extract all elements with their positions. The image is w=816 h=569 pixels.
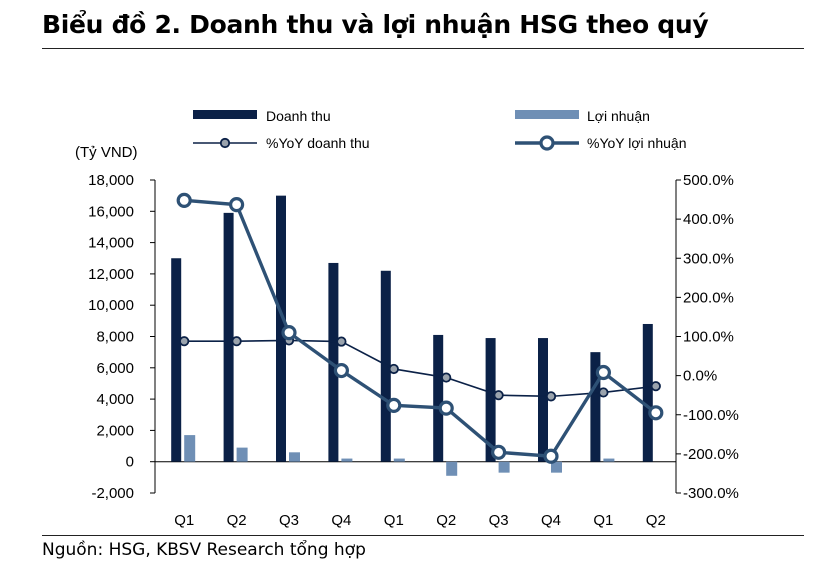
x-tick-label: Q2 <box>436 512 456 529</box>
yoy-revenue-line <box>184 339 656 398</box>
yoy-profit-point <box>176 192 192 208</box>
yoy-revenue-point <box>598 387 609 398</box>
revenue-bar <box>171 258 182 462</box>
legend-swatch-profit <box>515 110 579 119</box>
y2-tick-label: -300.0% <box>683 485 739 502</box>
x-tick-label: Q4 <box>541 512 561 529</box>
profit-bar <box>446 461 458 476</box>
yoy-revenue-point <box>493 390 504 401</box>
yoy-revenue-point <box>545 391 557 402</box>
revenue-bar <box>433 334 444 462</box>
y-tick-label: 2,000 <box>96 422 134 439</box>
legend-marker-yoy-revenue <box>219 137 231 149</box>
x-tick-label: Q4 <box>331 512 351 529</box>
yoy-revenue-point <box>179 336 190 347</box>
y-tick-label: 16,000 <box>88 203 134 220</box>
revenue-bar <box>590 352 601 462</box>
yoy-revenue-point <box>231 336 242 347</box>
profit-bar <box>603 458 615 462</box>
profit-bar <box>498 461 510 473</box>
chart-title: Biểu đồ 2. Doanh thu và lợi nhuận HSG th… <box>42 10 709 39</box>
x-tick-label: Q3 <box>489 512 509 529</box>
revenue-bar <box>380 270 391 462</box>
legend-swatch-revenue <box>193 110 257 119</box>
yoy-profit-point <box>491 444 507 460</box>
x-tick-label: Q1 <box>174 512 194 529</box>
y-tick-label: 14,000 <box>88 235 134 252</box>
title-divider <box>42 48 804 49</box>
x-tick-label: Q2 <box>227 512 247 529</box>
yoy-profit-point <box>229 197 245 213</box>
y2-tick-label: 400.0% <box>683 211 734 228</box>
y-tick-label: 10,000 <box>88 297 134 314</box>
y2-tick-label: 0.0% <box>683 368 717 385</box>
profit-bar <box>393 458 405 462</box>
y-tick-label: 8,000 <box>96 329 134 346</box>
x-tick-label: Q1 <box>593 512 613 529</box>
legend-label-profit: Lợi nhuận <box>587 108 650 124</box>
y-tick-label: 4,000 <box>96 391 134 408</box>
profit-bar <box>341 458 353 462</box>
profit-bar <box>184 435 196 462</box>
y2-tick-label: -200.0% <box>683 446 739 463</box>
revenue-bar <box>276 195 286 462</box>
legend-marker-yoy-profit <box>539 135 555 151</box>
y-tick-label: -2,000 <box>91 485 134 502</box>
revenue-bar <box>223 212 234 462</box>
yoy-profit-point <box>648 405 664 421</box>
profit-bar <box>236 447 248 462</box>
y-tick-label: 18,000 <box>88 172 134 189</box>
combo-chart: -2,000 0 2,000 4,000 6,000 8,000 10,000 12,000 1… <box>75 108 739 529</box>
yoy-revenue-point <box>650 381 661 392</box>
yoy-profit-line <box>184 198 657 458</box>
x-tick-label: Q3 <box>279 512 299 529</box>
y2-tick-label: 100.0% <box>683 329 734 346</box>
revenue-bar <box>485 338 496 462</box>
yoy-profit-point <box>281 324 297 341</box>
revenue-bar <box>538 338 548 462</box>
yoy-revenue-point <box>441 372 452 383</box>
yoy-profit-point <box>438 400 454 416</box>
y-tick-label: 6,000 <box>96 360 134 377</box>
yoy-profit-point <box>543 448 559 464</box>
y-tick-label: 0 <box>126 454 134 471</box>
profit-bar <box>289 452 300 462</box>
yoy-profit-point <box>333 362 349 379</box>
x-tick-label: Q2 <box>646 512 666 529</box>
y2-tick-label: 500.0% <box>683 172 734 189</box>
yoy-profit-point <box>595 364 612 381</box>
legend-label-yoy-profit: %YoY lợi nhuận <box>587 135 686 151</box>
yoy-profit-point <box>386 397 402 413</box>
y-tick-label: 12,000 <box>88 266 134 283</box>
source-note: Nguồn: HSG, KBSV Research tổng hợp <box>42 540 366 560</box>
legend-label-yoy-revenue: %YoY doanh thu <box>266 135 370 151</box>
yoy-revenue-point <box>336 336 347 347</box>
yoy-revenue-point <box>388 363 399 375</box>
revenue-bar <box>642 323 653 462</box>
x-tick-label: Q1 <box>384 512 404 529</box>
y2-tick-label: 300.0% <box>683 250 734 267</box>
y2-tick-label: 200.0% <box>683 289 734 306</box>
y2-tick-label: -100.0% <box>683 407 739 424</box>
footer-divider <box>42 535 804 536</box>
revenue-bar <box>328 262 339 462</box>
y-axis-unit: (Tỷ VND) <box>75 144 138 161</box>
legend-label-revenue: Doanh thu <box>266 108 331 124</box>
profit-bar <box>551 461 562 473</box>
